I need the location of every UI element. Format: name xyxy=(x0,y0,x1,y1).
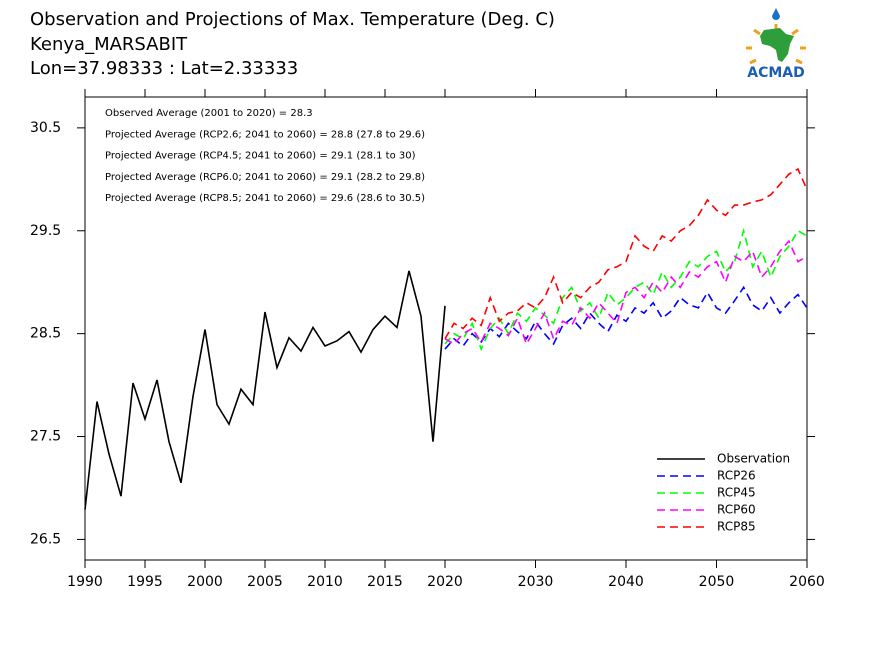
data-line xyxy=(444,167,808,340)
data-line xyxy=(444,227,808,352)
annotation: Projected Average (RCP2.6; 2041 to 2060)… xyxy=(105,129,425,140)
data-line xyxy=(444,239,808,346)
x-tick-label: 2020 xyxy=(427,574,463,590)
x-tick-label: 2000 xyxy=(187,574,223,590)
x-tick-label: 2030 xyxy=(518,574,554,590)
x-tick-label: 1990 xyxy=(67,574,103,590)
legend-label: RCP45 xyxy=(717,486,756,500)
x-tick-label: 2050 xyxy=(699,574,735,590)
annotation: Projected Average (RCP6.0; 2041 to 2060)… xyxy=(105,172,425,183)
plot-frame xyxy=(84,96,808,561)
x-tick-label: 2015 xyxy=(367,574,403,590)
y-tick-label: 26.5 xyxy=(30,531,61,547)
legend-label: RCP26 xyxy=(717,469,756,483)
y-tick-label: 27.5 xyxy=(30,429,61,445)
annotation: Observed Average (2001 to 2020) = 28.3 xyxy=(105,108,313,119)
x-tick-label: 2010 xyxy=(307,574,343,590)
data-line xyxy=(84,270,446,510)
legend-label: RCP60 xyxy=(717,503,756,517)
chart-subtitle: Kenya_MARSABIT xyxy=(30,34,188,55)
x-tick-label: 2040 xyxy=(608,574,644,590)
x-tick-label: 2060 xyxy=(789,574,825,590)
chart-title: Observation and Projections of Max. Temp… xyxy=(30,9,555,30)
annotation: Projected Average (RCP8.5; 2041 to 2060)… xyxy=(105,193,425,204)
legend-label: RCP85 xyxy=(717,520,756,534)
logo-text: ACMAD xyxy=(747,65,805,81)
annotation: Projected Average (RCP4.5; 2041 to 2060)… xyxy=(105,151,416,162)
y-tick-label: 29.5 xyxy=(30,223,61,239)
logo: ACMAD xyxy=(746,8,806,81)
y-tick-label: 30.5 xyxy=(30,120,61,136)
x-tick-label: 1995 xyxy=(127,574,163,590)
chart-subtitle: Lon=37.98333 : Lat=2.33333 xyxy=(30,58,298,79)
y-tick-label: 28.5 xyxy=(30,326,61,342)
data-line xyxy=(444,285,808,350)
legend-label: Observation xyxy=(717,452,790,466)
x-tick-label: 2005 xyxy=(247,574,283,590)
